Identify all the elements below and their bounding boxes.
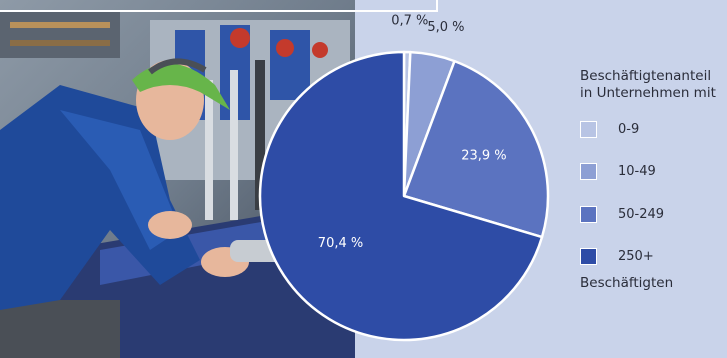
- pie-label-50-249: 23,9 %: [461, 149, 506, 164]
- legend-item-50-249: 50-249: [580, 205, 664, 223]
- pie-label-10-49: 5,0 %: [427, 20, 464, 35]
- legend-item-250plus: 250+: [580, 247, 654, 265]
- legend-title-line-1: Beschäftigtenanteil: [580, 68, 712, 84]
- legend-label-0-9: 0-9: [618, 121, 640, 137]
- photo-frame-line: [0, 0, 438, 12]
- legend-label-250plus: 250+: [618, 248, 654, 264]
- legend-swatch-0-9: [580, 120, 597, 138]
- legend: Beschäftigtenanteil in Unternehmen mit 0…: [580, 68, 727, 291]
- legend-label-50-249: 50-249: [618, 206, 665, 222]
- legend-swatch-50-249: [580, 205, 597, 223]
- legend-item-0-9: 0-9: [580, 120, 639, 138]
- pie-label-250plus: 70,4 %: [318, 236, 363, 251]
- pie-label-0-9: 0,7 %: [391, 14, 428, 29]
- legend-swatch-10-49: [580, 162, 597, 180]
- pie-slice-50-249: [402, 59, 550, 239]
- legend-label-10-49: 10-49: [618, 163, 656, 179]
- pie-slice-250plus: [258, 50, 544, 342]
- legend-title: Beschäftigtenanteil in Unternehmen mit: [580, 68, 727, 102]
- legend-item-10-49: 10-49: [580, 162, 656, 180]
- legend-footer: Beschäftigten: [580, 275, 674, 291]
- legend-swatch-250plus: [580, 247, 597, 265]
- legend-title-line-2: in Unternehmen mit: [580, 85, 716, 101]
